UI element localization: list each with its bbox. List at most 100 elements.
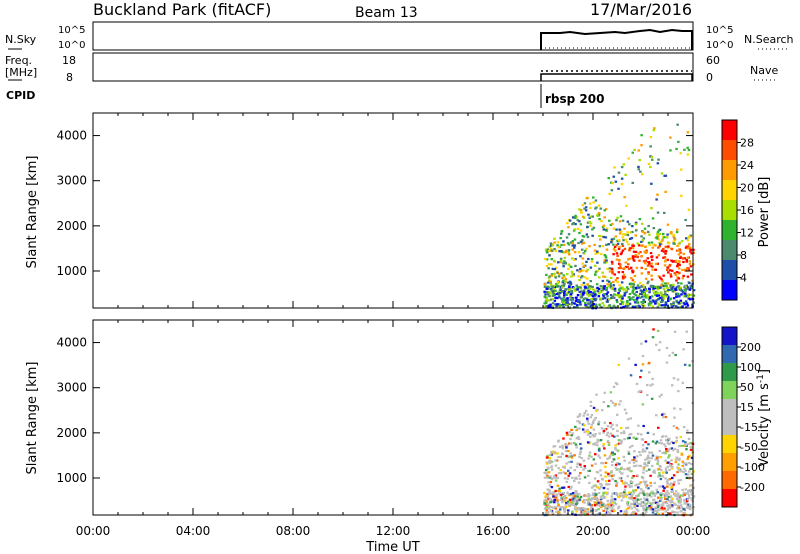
power-data-point: [615, 258, 619, 261]
power-data-point: [572, 222, 575, 225]
power-data-point: [684, 295, 687, 298]
power-data-point: [605, 243, 608, 246]
velocity-data-point: [595, 509, 598, 512]
velocity-data-point: [587, 495, 590, 498]
velocity-data-point: [551, 491, 555, 494]
power-data-point: [656, 235, 660, 238]
power-data-point: [634, 286, 638, 290]
velocity-data-point: [664, 452, 667, 455]
power-data-point: [654, 268, 658, 271]
velocity-data-point: [656, 491, 659, 494]
velocity-data-point: [674, 495, 677, 498]
velocity-data-point: [664, 467, 668, 470]
velocity-data-point: [570, 456, 574, 459]
power-data-point: [568, 219, 572, 222]
velocity-data-point: [599, 500, 602, 503]
velocity-data-point: [690, 463, 693, 466]
power-data-point: [603, 254, 607, 257]
velocity-colorbar-segment: [722, 345, 737, 364]
power-data-point: [620, 183, 624, 186]
power-data-point: [549, 298, 553, 301]
power-data-point: [584, 249, 587, 252]
velocity-data-point: [650, 451, 654, 454]
velocity-data-point: [673, 511, 676, 514]
power-data-point: [651, 268, 654, 271]
power-data-point: [544, 293, 547, 296]
power-data-point: [613, 245, 617, 248]
velocity-data-point: [596, 480, 600, 483]
velocity-data-point: [611, 478, 614, 481]
velocity-data-point: [599, 482, 603, 486]
power-data-point: [596, 250, 599, 253]
velocity-data-point: [649, 481, 652, 484]
velocity-data-point: [666, 448, 669, 451]
velocity-data-point: [622, 495, 625, 498]
power-data-point: [576, 288, 579, 291]
power-data-point: [650, 278, 654, 281]
power-data-point: [665, 295, 668, 298]
power-data-point: [676, 244, 679, 247]
velocity-data-point: [614, 466, 618, 469]
velocity-colorbar-tick-label: -50: [740, 441, 758, 454]
velocity-data-point: [644, 463, 648, 466]
velocity-data-point: [628, 433, 631, 436]
power-data-point: [578, 220, 581, 223]
power-data-point: [572, 274, 576, 277]
velocity-data-point: [599, 474, 603, 477]
velocity-data-point: [583, 494, 586, 497]
power-data-point: [687, 148, 691, 152]
velocity-data-point: [599, 439, 603, 442]
velocity-data-point: [641, 355, 645, 358]
power-data-point: [588, 299, 591, 302]
power-data-point: [660, 172, 664, 175]
velocity-data-point: [565, 446, 568, 449]
velocity-data-point: [670, 488, 674, 491]
power-data-point: [674, 287, 677, 290]
power-data-point: [673, 290, 677, 293]
power-data-point: [586, 268, 589, 271]
velocity-data-point: [646, 497, 649, 500]
power-data-point: [582, 293, 585, 296]
velocity-data-point: [639, 376, 642, 379]
velocity-data-point: [611, 401, 615, 404]
velocity-data-point: [565, 433, 569, 436]
power-data-point: [626, 233, 630, 237]
power-data-point: [677, 243, 680, 246]
power-data-point: [589, 222, 593, 225]
power-data-point: [678, 260, 681, 263]
velocity-colorbar-segment: [722, 489, 737, 508]
power-data-point: [561, 281, 565, 284]
velocity-data-point: [628, 505, 632, 508]
velocity-data-point: [608, 512, 612, 515]
power-data-point: [611, 295, 614, 298]
velocity-data-point: [673, 416, 676, 419]
velocity-data-point: [552, 495, 555, 498]
power-data-point: [633, 306, 636, 309]
velocity-data-point: [565, 462, 568, 465]
velocity-data-point: [593, 418, 596, 421]
power-data-point: [656, 262, 659, 265]
velocity-data-point: [628, 446, 632, 449]
velocity-data-point: [575, 510, 578, 513]
velocity-data-point: [614, 479, 617, 483]
power-data-point: [573, 244, 577, 247]
velocity-data-point: [645, 457, 649, 460]
velocity-data-point: [556, 499, 559, 502]
velocity-data-point: [623, 510, 626, 513]
velocity-data-point: [655, 343, 658, 346]
velocity-data-point: [630, 495, 633, 498]
velocity-data-point: [590, 426, 593, 429]
velocity-data-point: [605, 434, 609, 437]
power-data-point: [687, 297, 690, 300]
power-data-point: [687, 268, 690, 271]
velocity-data-point: [567, 500, 570, 503]
velocity-data-point: [656, 506, 660, 509]
power-data-point: [606, 267, 609, 271]
power-data-point: [639, 251, 642, 254]
power-data-point: [668, 264, 671, 267]
velocity-data-point: [628, 461, 631, 464]
power-data-point: [665, 294, 669, 297]
power-data-point: [656, 306, 659, 309]
velocity-colorbar-tick-label: 200: [740, 341, 761, 354]
power-data-point: [570, 275, 573, 278]
